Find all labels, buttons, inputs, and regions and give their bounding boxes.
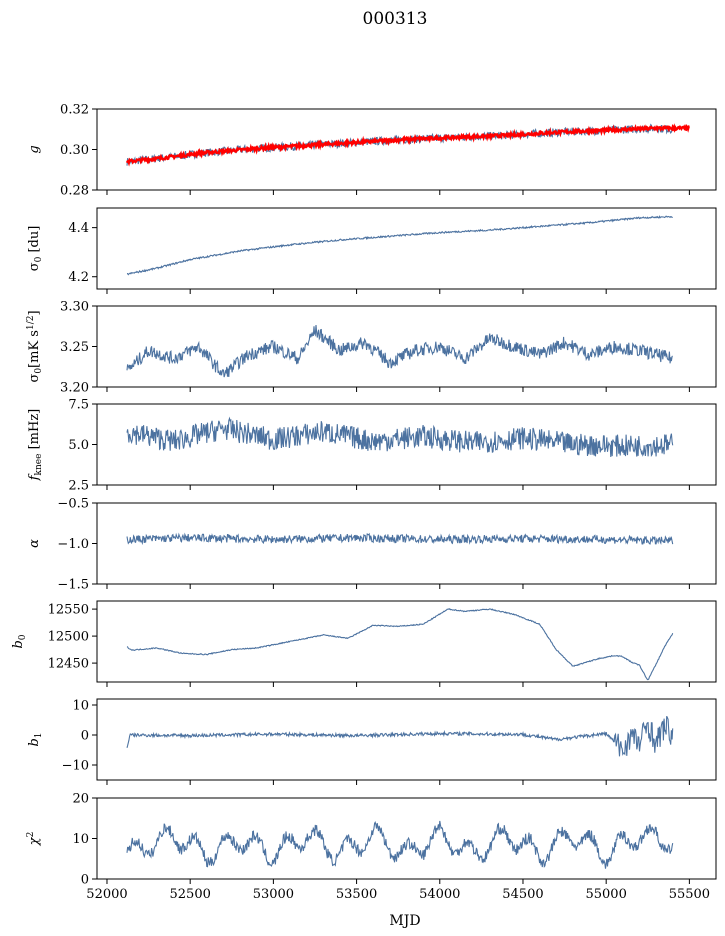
y-tick-label-fknee-1: 5.0	[68, 438, 89, 453]
y-tick-label-chi2-0: 0	[81, 873, 89, 888]
x-tick-label-5: 54500	[502, 887, 543, 902]
y-axis-label-sigma0: σ0 [du]	[27, 226, 44, 272]
figure-title: 000313	[363, 9, 428, 29]
y-axis-label-fknee: fknee [mHz]	[27, 409, 44, 482]
series-line-sigma0-0	[126, 215, 673, 276]
series-line-b1-0	[126, 715, 674, 757]
y-tick-label-fknee-2: 7.5	[68, 398, 89, 413]
y-axis-label-b0: b0	[11, 634, 28, 648]
y-axis-label-g: g	[27, 145, 42, 153]
y-tick-label-g-1: 0.30	[60, 143, 89, 158]
panel-b1: −10 0 10 b1	[27, 698, 717, 785]
y-tick-label-b1-2: 10	[72, 699, 89, 714]
y-tick-label-sigma_w-1: 3.25	[60, 340, 89, 355]
axes-frame-b1	[96, 698, 717, 781]
x-tick-label-1: 52500	[170, 887, 211, 902]
y-tick-label-sigma_w-2: 3.30	[60, 300, 89, 315]
y-tick-label-alpha-1: −1.0	[57, 537, 89, 552]
axes-frame-g	[96, 108, 717, 191]
x-axis-label: MJD	[389, 913, 420, 929]
y-tick-label-b0-1: 12500	[48, 630, 89, 645]
y-tick-label-b0-2: 12550	[48, 603, 89, 618]
panel-fknee: 2.5 5.0 7.5 fknee [mHz]	[27, 398, 717, 494]
y-axis-label-sigma_w: σ0[mK s1/2]	[26, 310, 44, 382]
axes-frame-sigma_w	[96, 305, 717, 388]
y-tick-label-sigma0-0: 4.2	[68, 270, 89, 285]
series-line-fknee-0	[126, 416, 674, 458]
panel-chi2: 0 10 20 52000 52500 53000 53500 54000 54500 55000…	[26, 792, 717, 902]
y-tick-label-b1-1: 0	[81, 729, 89, 744]
y-tick-label-sigma_w-0: 3.20	[60, 381, 89, 396]
y-tick-label-g-0: 0.28	[60, 184, 89, 199]
y-tick-label-g-2: 0.32	[60, 103, 89, 118]
x-tick-label-3: 53500	[336, 887, 377, 902]
series-line-g-0	[126, 123, 674, 166]
panel-g: 0.28 0.30 0.32 g	[27, 103, 717, 199]
y-tick-label-chi2-2: 20	[72, 792, 89, 807]
y-tick-label-b1-0: −10	[62, 759, 89, 774]
panel-b0: 12450 12500 12550 b0	[11, 600, 717, 687]
y-tick-label-b0-0: 12450	[48, 657, 89, 672]
panel-alpha: −1.5 −1.0 −0.5 α	[27, 497, 717, 593]
panels: 0.28 0.30 0.32 g 4.2 4.4 σ0 [du] 3.20 3.25 3.30 σ0…	[11, 103, 717, 902]
axes-frame-alpha	[96, 502, 717, 585]
panel-sigma0: 4.2 4.4 σ0 [du]	[27, 207, 717, 294]
axes-frame-sigma0	[96, 207, 717, 290]
x-tick-label-2: 53000	[253, 887, 294, 902]
x-tick-label-4: 54000	[419, 887, 460, 902]
x-tick-label-7: 55500	[669, 887, 710, 902]
panel-sigma_w: 3.20 3.25 3.30 σ0[mK s1/2]	[26, 300, 717, 396]
y-axis-label-chi2: χ2	[26, 832, 42, 847]
series-line-b0-0	[126, 608, 674, 681]
y-tick-label-alpha-0: −1.5	[57, 578, 89, 593]
y-tick-label-chi2-1: 10	[72, 832, 89, 847]
series-line-chi2-0	[126, 820, 674, 869]
y-tick-label-sigma0-1: 4.4	[68, 221, 89, 236]
y-axis-label-b1: b1	[27, 732, 44, 746]
y-tick-label-fknee-0: 2.5	[68, 479, 89, 494]
x-tick-label-6: 55000	[585, 887, 626, 902]
axes-frame-b0	[96, 600, 717, 683]
x-tick-label-0: 52000	[86, 887, 127, 902]
y-tick-label-alpha-2: −0.5	[57, 497, 89, 512]
y-axis-label-alpha: α	[27, 539, 42, 548]
series-line-g-1	[125, 123, 690, 167]
series-line-alpha-0	[126, 532, 674, 546]
series-line-sigma_w-0	[126, 325, 673, 378]
